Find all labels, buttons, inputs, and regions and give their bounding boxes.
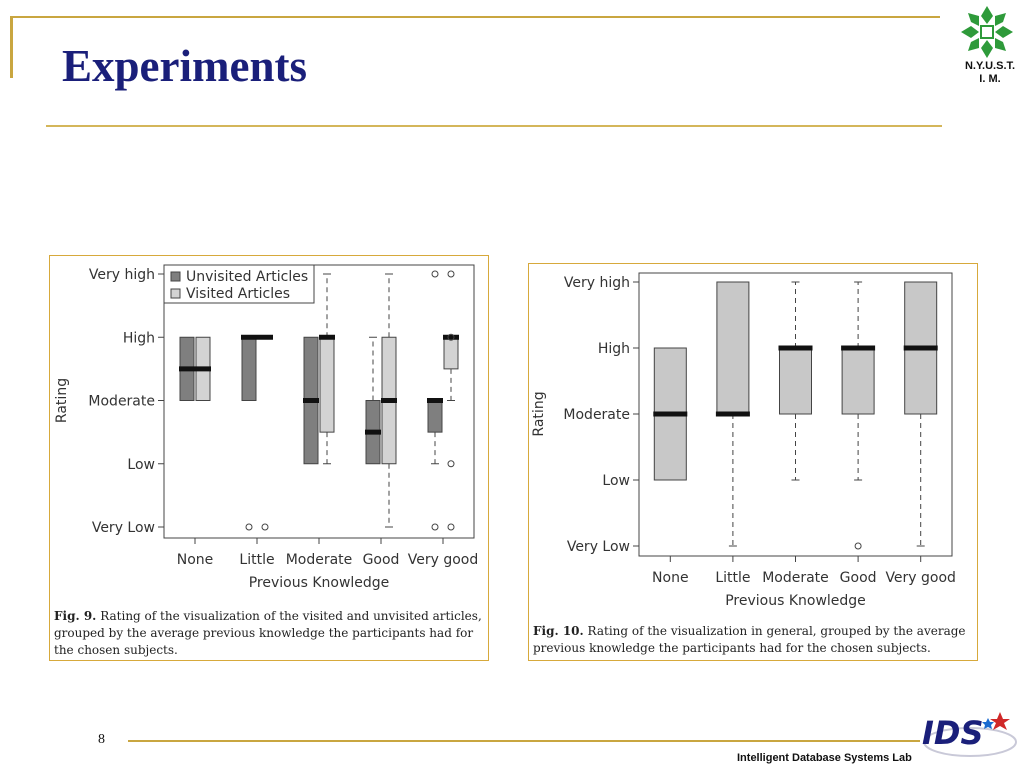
y-tick-label: Very high [564,275,630,291]
top-rule [10,16,940,18]
nyust-logo-text: N.Y.U.S.T. I. M. [955,60,1024,86]
footer-lab-name: Intelligent Database Systems Lab [737,752,912,764]
figure-9: Very Low Low Moderate High Very high None Litt… [49,255,489,661]
x-axis-label: Previous Knowledge [249,575,390,591]
legend-label: Visited Articles [186,286,290,302]
x-tick-label: Little [715,570,750,586]
nyust-logo-icon [961,6,1013,58]
outlier-point [261,523,269,531]
box-unvisited [241,336,257,401]
y-tick-label: Very Low [567,539,630,555]
box-rating [779,347,812,415]
title-accent-bar [10,16,13,78]
figure-10-caption-text: Rating of the visualization in general, … [533,624,966,655]
x-tick-label: Good [840,570,877,586]
footer-rule [128,740,920,742]
box-visited [443,336,459,370]
ids-lab-logo-icon: IDS [922,712,1017,757]
outlier-point [447,523,455,531]
page-number: 8 [98,732,105,747]
y-axis-label: Rating [531,391,547,436]
outlier-point [447,333,455,341]
logo-line-2: I. M. [979,73,1001,85]
y-tick-label: High [598,341,630,357]
x-tick-label: Good [363,552,400,568]
figure-10-chart: Very Low Low Moderate High Very high None Litt… [531,272,956,609]
box-rating [841,347,875,415]
x-tick-label: Very good [885,570,956,586]
figure-10-label: Fig. 10. [533,624,584,638]
legend-swatch [170,271,181,282]
figure-9-caption: Fig. 9. Rating of the visualization of t… [54,608,484,659]
x-tick-label: Very good [408,552,479,568]
y-tick-label: High [123,330,155,346]
y-tick-label: Very Low [92,520,155,536]
box-rating [716,281,750,415]
x-tick-label: Little [239,552,274,568]
outlier-point [431,270,439,278]
outlier-point [245,523,253,531]
box-visited [319,336,335,433]
figure-9-label: Fig. 9. [54,609,97,623]
legend-label: Unvisited Articles [186,269,308,285]
y-tick-label: Moderate [563,407,630,423]
x-tick-label: Moderate [762,570,829,586]
figure-10: Very Low Low Moderate High Very high None Litt… [528,263,978,661]
logo-line-1: N.Y.U.S.T. [964,60,1016,72]
y-tick-label: Low [602,473,630,489]
box-unvisited [427,400,443,433]
legend-box [163,264,315,304]
y-tick-label: Very high [89,267,155,283]
y-tick-label: Low [127,457,155,473]
figure-9-caption-text: Rating of the visualization of the visit… [54,609,482,657]
legend-swatch [170,288,181,299]
ids-logo-text: IDS [922,714,984,752]
x-tick-label: None [652,570,689,586]
outlier-point [431,523,439,531]
y-axis-label: Rating [54,378,70,423]
slide-title: Experiments [62,41,307,91]
figure-9-chart: Very Low Low Moderate High Very high None Litt… [54,264,479,591]
x-axis-label: Previous Knowledge [725,593,866,609]
figure-10-caption: Fig. 10. Rating of the visualization in … [533,623,973,657]
x-tick-label: Moderate [286,552,353,568]
outlier-point [854,542,862,550]
outlier-point [447,270,455,278]
title-underline [46,125,942,127]
x-tick-label: None [177,552,214,568]
outlier-point [447,460,455,468]
y-tick-label: Moderate [88,394,155,410]
